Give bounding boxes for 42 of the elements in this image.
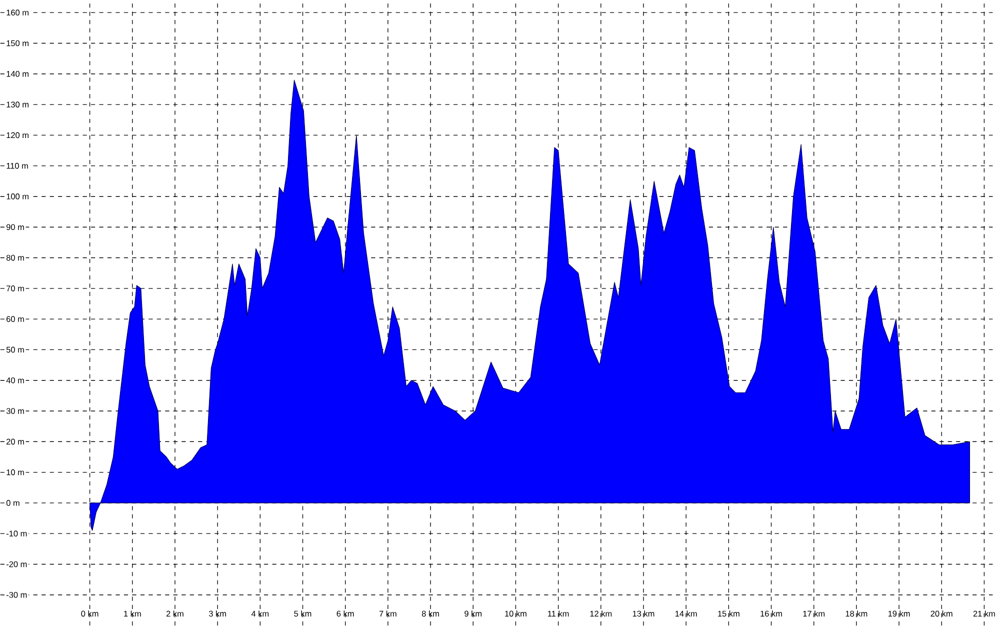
- y-tick-label: 90 m: [6, 224, 24, 230]
- y-tick-label: 70 m: [6, 286, 24, 292]
- y-tick-label: -30 m: [6, 592, 27, 598]
- y-tick-label: -20 m: [6, 561, 27, 568]
- x-tick-label: 21 km: [973, 610, 995, 617]
- y-tick-label: 0 m: [6, 500, 20, 506]
- x-tick-label: 12 km: [590, 610, 612, 617]
- y-tick-label: 130 m: [6, 102, 28, 108]
- x-tick-label: 1 km: [124, 610, 141, 617]
- x-tick-label: 2 km: [166, 610, 184, 617]
- x-tick-label: 3 km: [208, 610, 226, 617]
- x-tick-label: 7 km: [379, 610, 396, 617]
- x-tick-label: 8 km: [422, 610, 439, 617]
- y-tick-label: 30 m: [6, 408, 24, 414]
- y-tick-label: -10 m: [6, 530, 27, 537]
- x-tick-label: 18 km: [846, 610, 868, 617]
- y-tick-label: 40 m: [6, 378, 24, 384]
- x-tick-label: 9 km: [464, 610, 482, 617]
- y-tick-label: 160 m: [6, 10, 28, 16]
- x-tick-label: 20 km: [930, 610, 952, 617]
- x-tick-label: 6 km: [336, 610, 354, 617]
- x-tick-label: 4 km: [251, 610, 269, 617]
- y-tick-label: 120 m: [6, 132, 28, 138]
- y-tick-label: 140 m: [6, 71, 28, 77]
- y-tick-label: 10 m: [6, 469, 24, 476]
- x-tick-label: 16 km: [760, 610, 782, 617]
- x-tick-label: 15 km: [718, 610, 740, 617]
- x-tick-label: 5 km: [294, 610, 312, 617]
- x-tick-label: 10 km: [505, 610, 526, 617]
- x-tick-label: 13 km: [632, 610, 654, 617]
- y-tick-label: 60 m: [6, 316, 24, 322]
- y-tick-label: 80 m: [6, 254, 24, 261]
- y-tick-label: 20 m: [6, 438, 24, 445]
- y-tick-label: 150 m: [6, 40, 28, 46]
- y-tick-label: 100 m: [6, 194, 28, 200]
- x-tick-label: 19 km: [888, 610, 910, 617]
- y-tick-label: 110 m: [6, 162, 28, 169]
- x-tick-label: 17 km: [803, 610, 825, 617]
- x-tick-label: 11 km: [548, 610, 569, 617]
- x-tick-label: 14 km: [675, 610, 697, 617]
- x-tick-label: 0 km: [81, 610, 98, 617]
- y-tick-label: 50 m: [6, 346, 24, 353]
